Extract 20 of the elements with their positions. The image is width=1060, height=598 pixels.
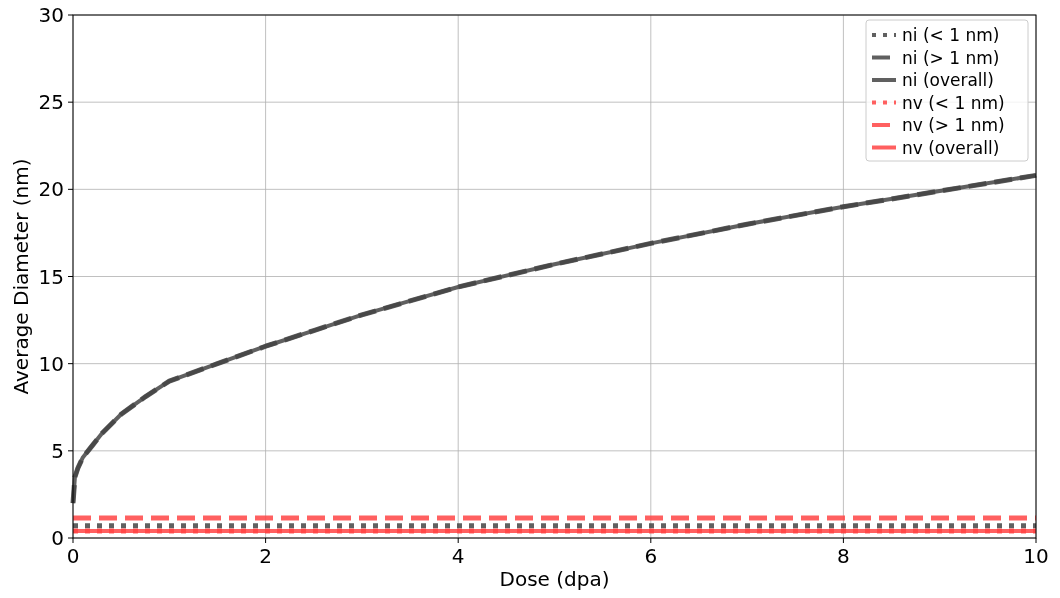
legend-label: nv (> 1 nm)	[902, 115, 1005, 135]
y-axis-title: Average Diameter (nm)	[9, 158, 33, 395]
x-tick-label: 0	[66, 544, 80, 568]
y-tick-label: 15	[38, 264, 64, 289]
y-tick-label: 25	[38, 90, 64, 115]
y-tick-label: 20	[38, 177, 64, 202]
legend-label: ni (overall)	[902, 70, 994, 90]
legend-label: ni (> 1 nm)	[902, 47, 1000, 68]
x-axis-title: Dose (dpa)	[499, 567, 610, 591]
legend-label: nv (overall)	[902, 137, 1000, 158]
legend-label: nv (< 1 nm)	[902, 92, 1005, 113]
x-tick-label: 8	[837, 544, 850, 568]
y-tick-label: 5	[51, 438, 64, 463]
x-tick-label: 4	[451, 544, 465, 568]
x-tick-label: 2	[259, 544, 272, 568]
y-tick-label: 10	[38, 351, 64, 376]
legend-label: ni (< 1 nm)	[902, 25, 1000, 45]
x-tick-label: 6	[644, 544, 658, 568]
y-tick-label: 0	[51, 526, 64, 550]
x-tick-label: 10	[1023, 544, 1049, 568]
